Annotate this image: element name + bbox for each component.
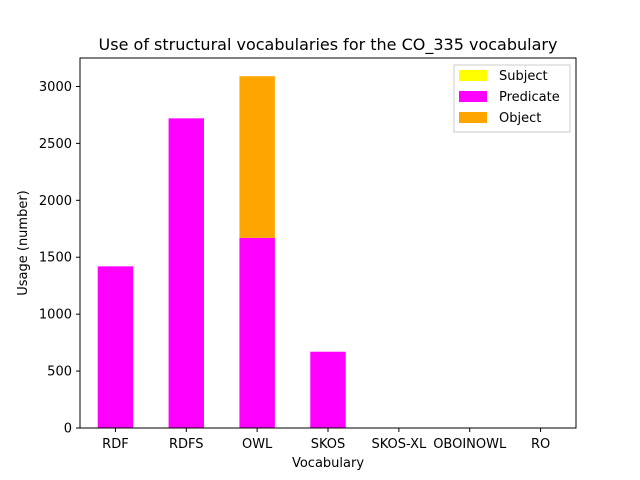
x-axis-label: Vocabulary <box>292 456 364 471</box>
bar-object-owl <box>239 76 275 238</box>
y-tick-label: 0 <box>64 422 72 437</box>
y-tick-label: 3000 <box>39 80 72 95</box>
y-tick-label: 500 <box>47 365 72 380</box>
legend-label-object: Object <box>499 111 541 126</box>
y-tick-label: 1000 <box>39 308 72 323</box>
chart-title: Use of structural vocabularies for the C… <box>99 35 558 55</box>
x-tick-label: SKOS <box>311 437 346 452</box>
legend-swatch-predicate <box>459 91 487 102</box>
y-tick-label: 1500 <box>39 251 72 266</box>
bar-predicate-rdfs <box>168 118 204 428</box>
legend-label-predicate: Predicate <box>499 90 560 105</box>
y-tick-label: 2500 <box>39 137 72 152</box>
x-tick-label: RDFS <box>169 437 204 452</box>
legend-swatch-subject <box>459 70 487 81</box>
x-tick-label: OBOINOWL <box>433 437 507 452</box>
y-axis-label: Usage (number) <box>16 190 31 296</box>
x-tick-label: RDF <box>102 437 129 452</box>
y-tick-label: 2000 <box>39 194 72 209</box>
legend-label-subject: Subject <box>499 69 548 84</box>
x-tick-label: RO <box>531 437 550 452</box>
legend-swatch-object <box>459 112 487 123</box>
bar-predicate-skos <box>310 351 346 428</box>
legend: Subject Predicate Object <box>453 64 571 133</box>
bar-predicate-rdf <box>97 266 134 428</box>
x-tick-label: SKOS-XL <box>371 437 426 452</box>
x-tick-label: OWL <box>242 437 273 452</box>
bar-predicate-owl <box>239 237 275 428</box>
